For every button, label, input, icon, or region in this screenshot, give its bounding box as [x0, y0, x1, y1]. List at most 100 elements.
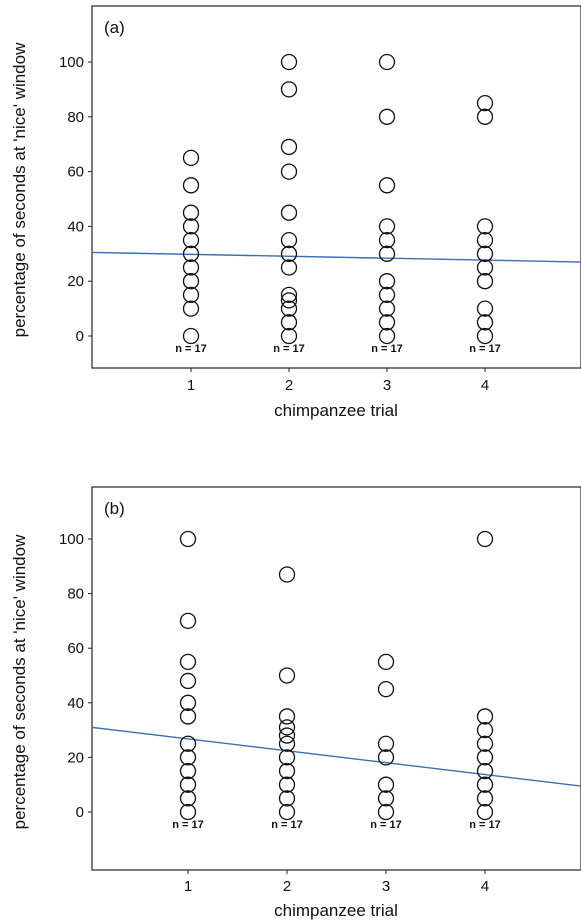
n-label: n = 17	[273, 343, 305, 355]
y-tick-label: 80	[67, 109, 84, 126]
fit-line	[91, 726, 581, 787]
data-point	[378, 314, 396, 331]
data-point	[280, 314, 298, 331]
n-labels: n = 17 n = 17 n = 17 n = 17	[175, 343, 501, 355]
data-point	[280, 327, 298, 345]
data-point	[377, 653, 395, 670]
data-point	[278, 790, 296, 807]
data-point	[280, 292, 298, 309]
data-point	[280, 259, 298, 276]
n-label: n = 17	[271, 819, 303, 831]
data-point	[278, 667, 296, 684]
y-tick-label: 60	[67, 164, 84, 181]
data-point	[377, 681, 395, 698]
data-point	[179, 776, 197, 793]
panel-a: (a) percentage of seconds at 'nice' wind…	[10, 5, 581, 420]
data-point	[476, 803, 494, 821]
n-label: n = 17	[469, 343, 501, 355]
data-point	[378, 286, 396, 304]
data-point	[378, 231, 396, 249]
data-point	[378, 300, 396, 317]
x-tick-label: 3	[383, 377, 391, 394]
data-point	[377, 735, 395, 752]
data-point	[278, 776, 296, 793]
data-point	[182, 204, 200, 221]
n-label: n = 17	[175, 343, 207, 355]
data-point	[476, 259, 494, 276]
data-point	[476, 108, 494, 125]
data-point	[476, 231, 494, 249]
y-axis-title: percentage of seconds at 'nice' window	[10, 42, 29, 337]
x-tick-label: 1	[187, 377, 195, 394]
data-point	[280, 286, 298, 304]
y-tick-label: 0	[76, 328, 84, 345]
data-point	[278, 566, 296, 583]
fit-line	[91, 251, 581, 263]
data-point	[179, 672, 197, 690]
data-point	[378, 218, 396, 235]
data-point	[179, 735, 197, 752]
fit-line-group	[91, 251, 581, 263]
fit-line-group	[91, 726, 581, 787]
data-point	[182, 259, 200, 276]
data-point	[182, 327, 200, 345]
data-point	[179, 530, 197, 548]
panel-label: (b)	[104, 499, 125, 518]
panel-b: (b) percentage of seconds at 'nice' wind…	[10, 486, 581, 920]
x-tick-label: 4	[481, 377, 489, 394]
y-tick-label: 100	[59, 54, 84, 71]
data-point	[280, 300, 298, 317]
data-point	[378, 53, 396, 71]
n-labels: n = 17 n = 17 n = 17 n = 17	[172, 819, 501, 831]
data-point	[280, 204, 298, 221]
y-axis-title: percentage of seconds at 'nice' window	[10, 534, 29, 829]
data-point	[377, 749, 395, 766]
data-point	[182, 149, 200, 167]
data-point	[182, 231, 200, 249]
data-point	[278, 719, 296, 736]
data-point	[377, 803, 395, 821]
data-point	[476, 762, 494, 780]
n-label: n = 17	[370, 819, 402, 831]
data-point	[476, 314, 494, 331]
y-tick-label: 20	[67, 273, 84, 290]
plot-frame	[91, 5, 581, 369]
data-point	[476, 273, 494, 290]
y-tick-label: 20	[67, 749, 84, 766]
data-point	[182, 286, 200, 304]
data-point	[280, 81, 298, 98]
data-point	[476, 327, 494, 345]
data-point	[280, 138, 298, 156]
data-point	[377, 790, 395, 807]
y-tick-label: 40	[67, 695, 84, 712]
data-point	[179, 694, 197, 711]
axis-ticks: 0 20 40 60 80 100 1 2 3 4	[59, 531, 489, 895]
data-point	[278, 708, 296, 725]
x-axis-title: chimpanzee trial	[274, 401, 398, 420]
data-point	[179, 612, 197, 630]
data-point	[476, 776, 494, 793]
data-points	[179, 530, 494, 821]
y-tick-label: 80	[67, 586, 84, 603]
data-point	[476, 94, 494, 112]
data-point	[378, 245, 396, 262]
data-point	[278, 803, 296, 821]
x-tick-label: 1	[184, 878, 192, 895]
data-point	[179, 790, 197, 807]
n-label: n = 17	[469, 819, 501, 831]
data-point	[182, 245, 200, 262]
data-point	[278, 762, 296, 780]
data-point	[278, 727, 296, 744]
data-point	[182, 300, 200, 317]
plot-frame	[91, 486, 581, 871]
data-point	[476, 708, 494, 725]
data-point	[278, 735, 296, 752]
y-tick-label: 100	[59, 531, 84, 548]
data-point	[476, 218, 494, 235]
y-tick-label: 60	[67, 640, 84, 657]
data-point	[179, 762, 197, 780]
data-point	[179, 653, 197, 670]
data-point	[280, 231, 298, 249]
data-point	[179, 749, 197, 766]
